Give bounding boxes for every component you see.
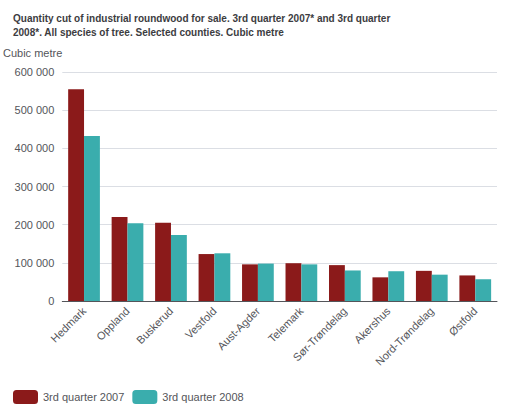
svg-text:Nord-Trøndelag: Nord-Trøndelag [373,305,436,368]
svg-text:600 000: 600 000 [15,66,55,78]
svg-text:Østfold: Østfold [446,305,479,338]
svg-text:2008*. All species of tree. Se: 2008*. All species of tree. Selected cou… [13,27,284,38]
svg-text:3rd quarter 2008: 3rd quarter 2008 [162,391,243,403]
svg-text:300 000: 300 000 [15,181,55,193]
svg-text:Buskerud: Buskerud [134,305,175,346]
svg-text:Sør-Trøndelag: Sør-Trøndelag [290,305,349,364]
svg-text:3rd quarter 2007: 3rd quarter 2007 [43,391,124,403]
svg-text:Cubic metre: Cubic metre [3,47,62,59]
svg-text:Hedmark: Hedmark [48,304,88,344]
svg-text:Oppland: Oppland [94,305,132,343]
svg-text:Akershus: Akershus [352,304,393,345]
svg-text:500 000: 500 000 [15,104,55,116]
svg-text:Aust-Agder: Aust-Agder [215,305,263,353]
svg-text:100 000: 100 000 [15,257,55,269]
svg-text:Telemark: Telemark [266,304,306,344]
svg-text:200 000: 200 000 [15,219,55,231]
svg-text:Vestfold: Vestfold [183,305,219,341]
svg-text:Quantity cut of industrial rou: Quantity cut of industrial roundwood for… [13,13,390,24]
svg-text:400 000: 400 000 [15,142,55,154]
svg-text:0: 0 [48,295,54,307]
